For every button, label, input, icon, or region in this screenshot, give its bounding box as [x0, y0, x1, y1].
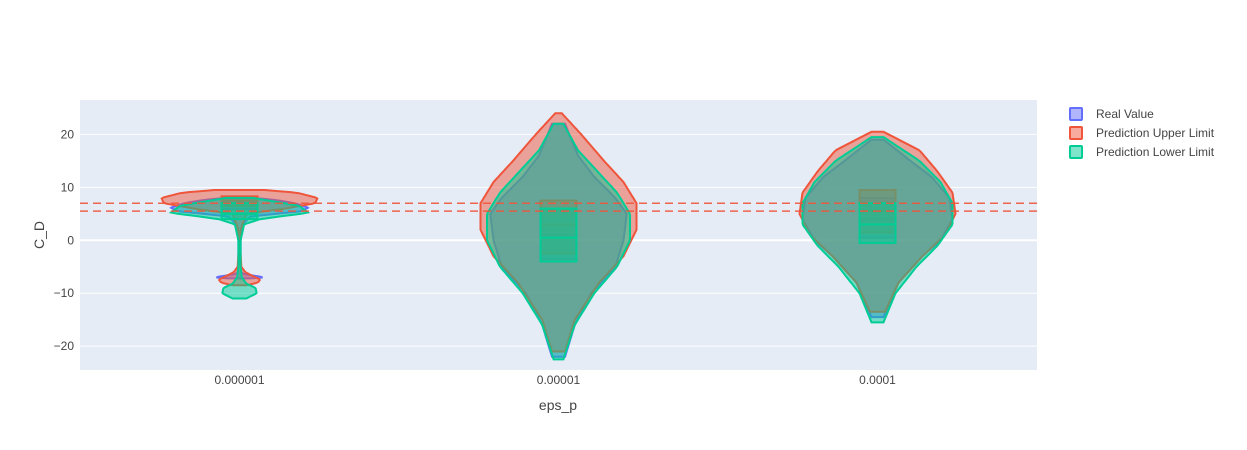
legend-swatch [1069, 126, 1083, 140]
x-tick-label: 0.00001 [537, 373, 581, 387]
legend-label: Prediction Upper Limit [1096, 126, 1215, 140]
violin-box [858, 202, 897, 244]
legend-label: Real Value [1096, 107, 1154, 121]
x-tick-labels: 0.000001 0.00001 0.0001 [214, 373, 896, 387]
legend-swatch [1069, 107, 1083, 121]
x-axis-title: eps_p [539, 397, 577, 413]
y-axis-title: C_D [31, 221, 47, 249]
y-tick-label: 20 [61, 127, 75, 141]
y-tick-labels: −20 −10 0 10 20 [54, 127, 75, 353]
violin-box [539, 207, 578, 263]
y-tick-label: −10 [54, 286, 75, 300]
reference-lines [80, 202, 1037, 212]
legend[interactable]: Real Value Prediction Upper Limit Predicti… [1069, 107, 1215, 159]
x-tick-label: 0.000001 [214, 373, 264, 387]
x-tick-label: 0.0001 [859, 373, 896, 387]
legend-label: Prediction Lower Limit [1096, 145, 1215, 159]
legend-item[interactable]: Real Value [1069, 107, 1154, 121]
legend-item[interactable]: Prediction Lower Limit [1069, 145, 1215, 159]
y-tick-label: −20 [54, 339, 75, 353]
y-tick-label: 10 [61, 180, 75, 194]
legend-item[interactable]: Prediction Upper Limit [1069, 126, 1215, 140]
violin-shape [168, 196, 311, 300]
legend-swatch [1069, 145, 1083, 159]
violins [160, 112, 957, 361]
y-tick-label: 0 [67, 233, 74, 247]
